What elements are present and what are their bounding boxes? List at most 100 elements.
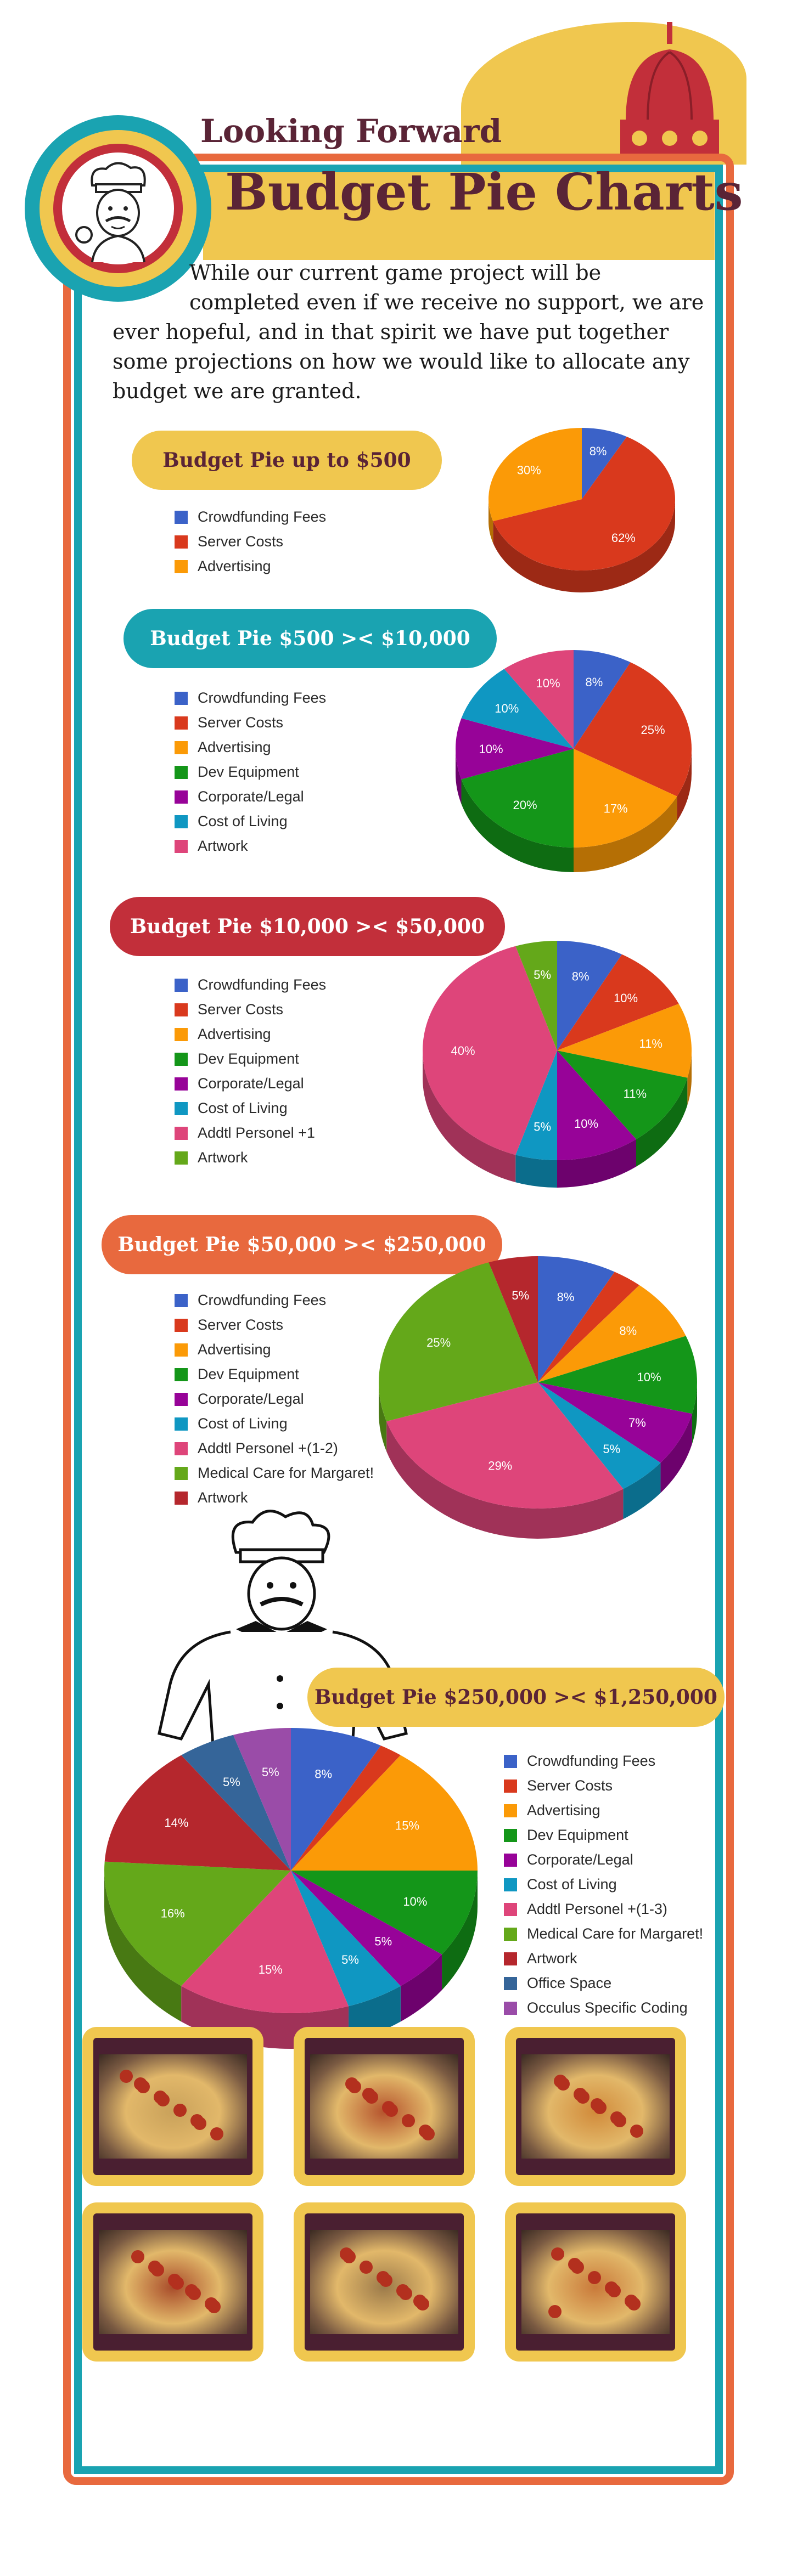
legend-label: Server Costs — [527, 1777, 613, 1794]
pie-slice — [557, 941, 622, 1050]
pie-slice — [574, 650, 631, 749]
intro-paragraph: completed even if we receive no support,… — [113, 290, 704, 403]
chart-title: Budget Pie $500 >< $10,000 — [123, 609, 497, 668]
pie-slice — [557, 1050, 688, 1139]
pie-data-label: 8% — [315, 1767, 332, 1781]
legend-swatch — [175, 1126, 188, 1140]
pie-data-label: 8% — [557, 1290, 575, 1304]
legend-swatch — [175, 1343, 188, 1357]
pizza-photo — [310, 2230, 458, 2334]
legend-swatch — [175, 1318, 188, 1332]
pie-slice-side — [400, 1954, 442, 2022]
pie-slice — [181, 1735, 291, 1871]
pie-data-label: 10% — [403, 1895, 427, 1908]
legend-swatch — [175, 1077, 188, 1091]
pie-slice — [515, 1050, 557, 1160]
pie-chart: 8% 62% 30% — [489, 428, 675, 592]
legend-swatch — [175, 716, 188, 730]
legend-swatch — [175, 839, 188, 853]
pie-data-label: 29% — [488, 1459, 512, 1472]
legend-label: Crowdfunding Fees — [198, 976, 327, 993]
pie-data-label: 11% — [624, 1087, 647, 1101]
legend-item: Occulus Specific Coding — [504, 1996, 703, 2020]
legend-item: Server Costs — [175, 710, 326, 735]
pie-data-label: 16% — [161, 1906, 185, 1920]
legend-swatch — [504, 1754, 517, 1768]
pie-slice — [291, 1871, 478, 1954]
legend-swatch — [175, 1052, 188, 1066]
photo-frame — [305, 2213, 464, 2351]
pie-slice — [582, 428, 627, 499]
legend-swatch — [175, 1392, 188, 1406]
legend-label: Crowdfunding Fees — [198, 509, 327, 525]
legend-item: Cost of Living — [175, 1411, 374, 1436]
pizza-photo-tile — [82, 2027, 263, 2186]
legend-label: Occulus Specific Coding — [527, 1999, 688, 2016]
pie-slice — [538, 1336, 697, 1414]
chart-title: Budget Pie up to $500 — [132, 431, 442, 490]
pie-data-label: 8% — [586, 675, 603, 689]
photo-frame — [93, 2038, 252, 2175]
legend-item: Corporate/Legal — [175, 1387, 374, 1411]
legend-swatch — [175, 1151, 188, 1165]
chef-illustration — [158, 1510, 408, 1761]
pie-data-label: 17% — [604, 801, 628, 815]
pie-slice — [557, 1003, 692, 1078]
pizza-photo-tile — [505, 2027, 686, 2186]
pie-slice — [574, 749, 677, 848]
pie-data-label: 15% — [259, 1963, 283, 1976]
chart-legend: Crowdfunding Fees Server Costs Advertising… — [504, 1749, 703, 2020]
legend-item: Crowdfunding Fees — [175, 1288, 374, 1313]
chart-legend: Crowdfunding Fees Server Costs Advertising… — [175, 1288, 374, 1510]
pie-slice-side — [379, 1382, 387, 1452]
legend-label: Artwork — [198, 1149, 248, 1166]
pie-slice — [461, 669, 574, 749]
pie-data-label: 5% — [341, 1953, 359, 1967]
pie-data-label: 11% — [639, 1037, 663, 1050]
legend-label: Corporate/Legal — [198, 788, 304, 805]
legend-label: Medical Care for Margaret! — [527, 1925, 704, 1942]
legend-label: Addtl Personel +(1-2) — [198, 1440, 338, 1456]
legend-label: Artwork — [527, 1950, 577, 1967]
photo-frame — [516, 2038, 675, 2175]
pie-data-label: 7% — [628, 1416, 646, 1430]
legend-item: Dev Equipment — [175, 1047, 326, 1071]
pie-slice-side — [423, 1050, 516, 1183]
legend-item: Crowdfunding Fees — [175, 973, 326, 997]
legend-swatch — [504, 1878, 517, 1891]
legend-label: Crowdfunding Fees — [198, 1292, 327, 1308]
pie-slice-side — [104, 1871, 182, 2022]
legend-label: Dev Equipment — [198, 764, 299, 780]
legend-label: Advertising — [527, 1802, 600, 1818]
chart-legend: Crowdfunding Fees Server Costs Advertising — [175, 505, 326, 579]
pizza-photo-tile — [294, 2027, 475, 2186]
legend-item: Office Space — [504, 1971, 703, 1996]
legend-label: Cost of Living — [198, 813, 288, 829]
legend-item: Advertising — [504, 1798, 703, 1823]
legend-label: Server Costs — [198, 714, 284, 731]
legend-item: Addtl Personel +1 — [175, 1121, 326, 1145]
legend-swatch — [504, 1853, 517, 1867]
pizza-photo — [310, 2054, 458, 2159]
pepperoni-icon — [120, 2070, 223, 2140]
pie-slice-side — [442, 1871, 478, 1990]
legend-item: Server Costs — [504, 1773, 703, 1798]
legend-label: Server Costs — [198, 533, 284, 550]
pie-data-label: 5% — [223, 1775, 240, 1789]
legend-label: Crowdfunding Fees — [527, 1753, 656, 1769]
pie-slice-side — [574, 796, 677, 872]
legend-swatch — [504, 1952, 517, 1965]
chart-title: Budget Pie $250,000 >< $1,250,000 — [307, 1668, 725, 1727]
pie-slice — [538, 1256, 615, 1382]
pie-slice — [233, 1728, 291, 1871]
chart-title: Budget Pie $10,000 >< $50,000 — [110, 897, 505, 956]
pie-slice-side — [687, 1050, 692, 1105]
photo-frame — [516, 2213, 675, 2351]
pepperoni-icon — [554, 2075, 643, 2138]
legend-item: Crowdfunding Fees — [175, 505, 326, 529]
legend-item: Medical Care for Margaret! — [504, 1922, 703, 1946]
pizza-photo — [99, 2054, 247, 2159]
pie-data-label: 25% — [426, 1336, 451, 1349]
legend-label: Artwork — [198, 1489, 248, 1506]
legend-item: Dev Equipment — [504, 1823, 703, 1848]
